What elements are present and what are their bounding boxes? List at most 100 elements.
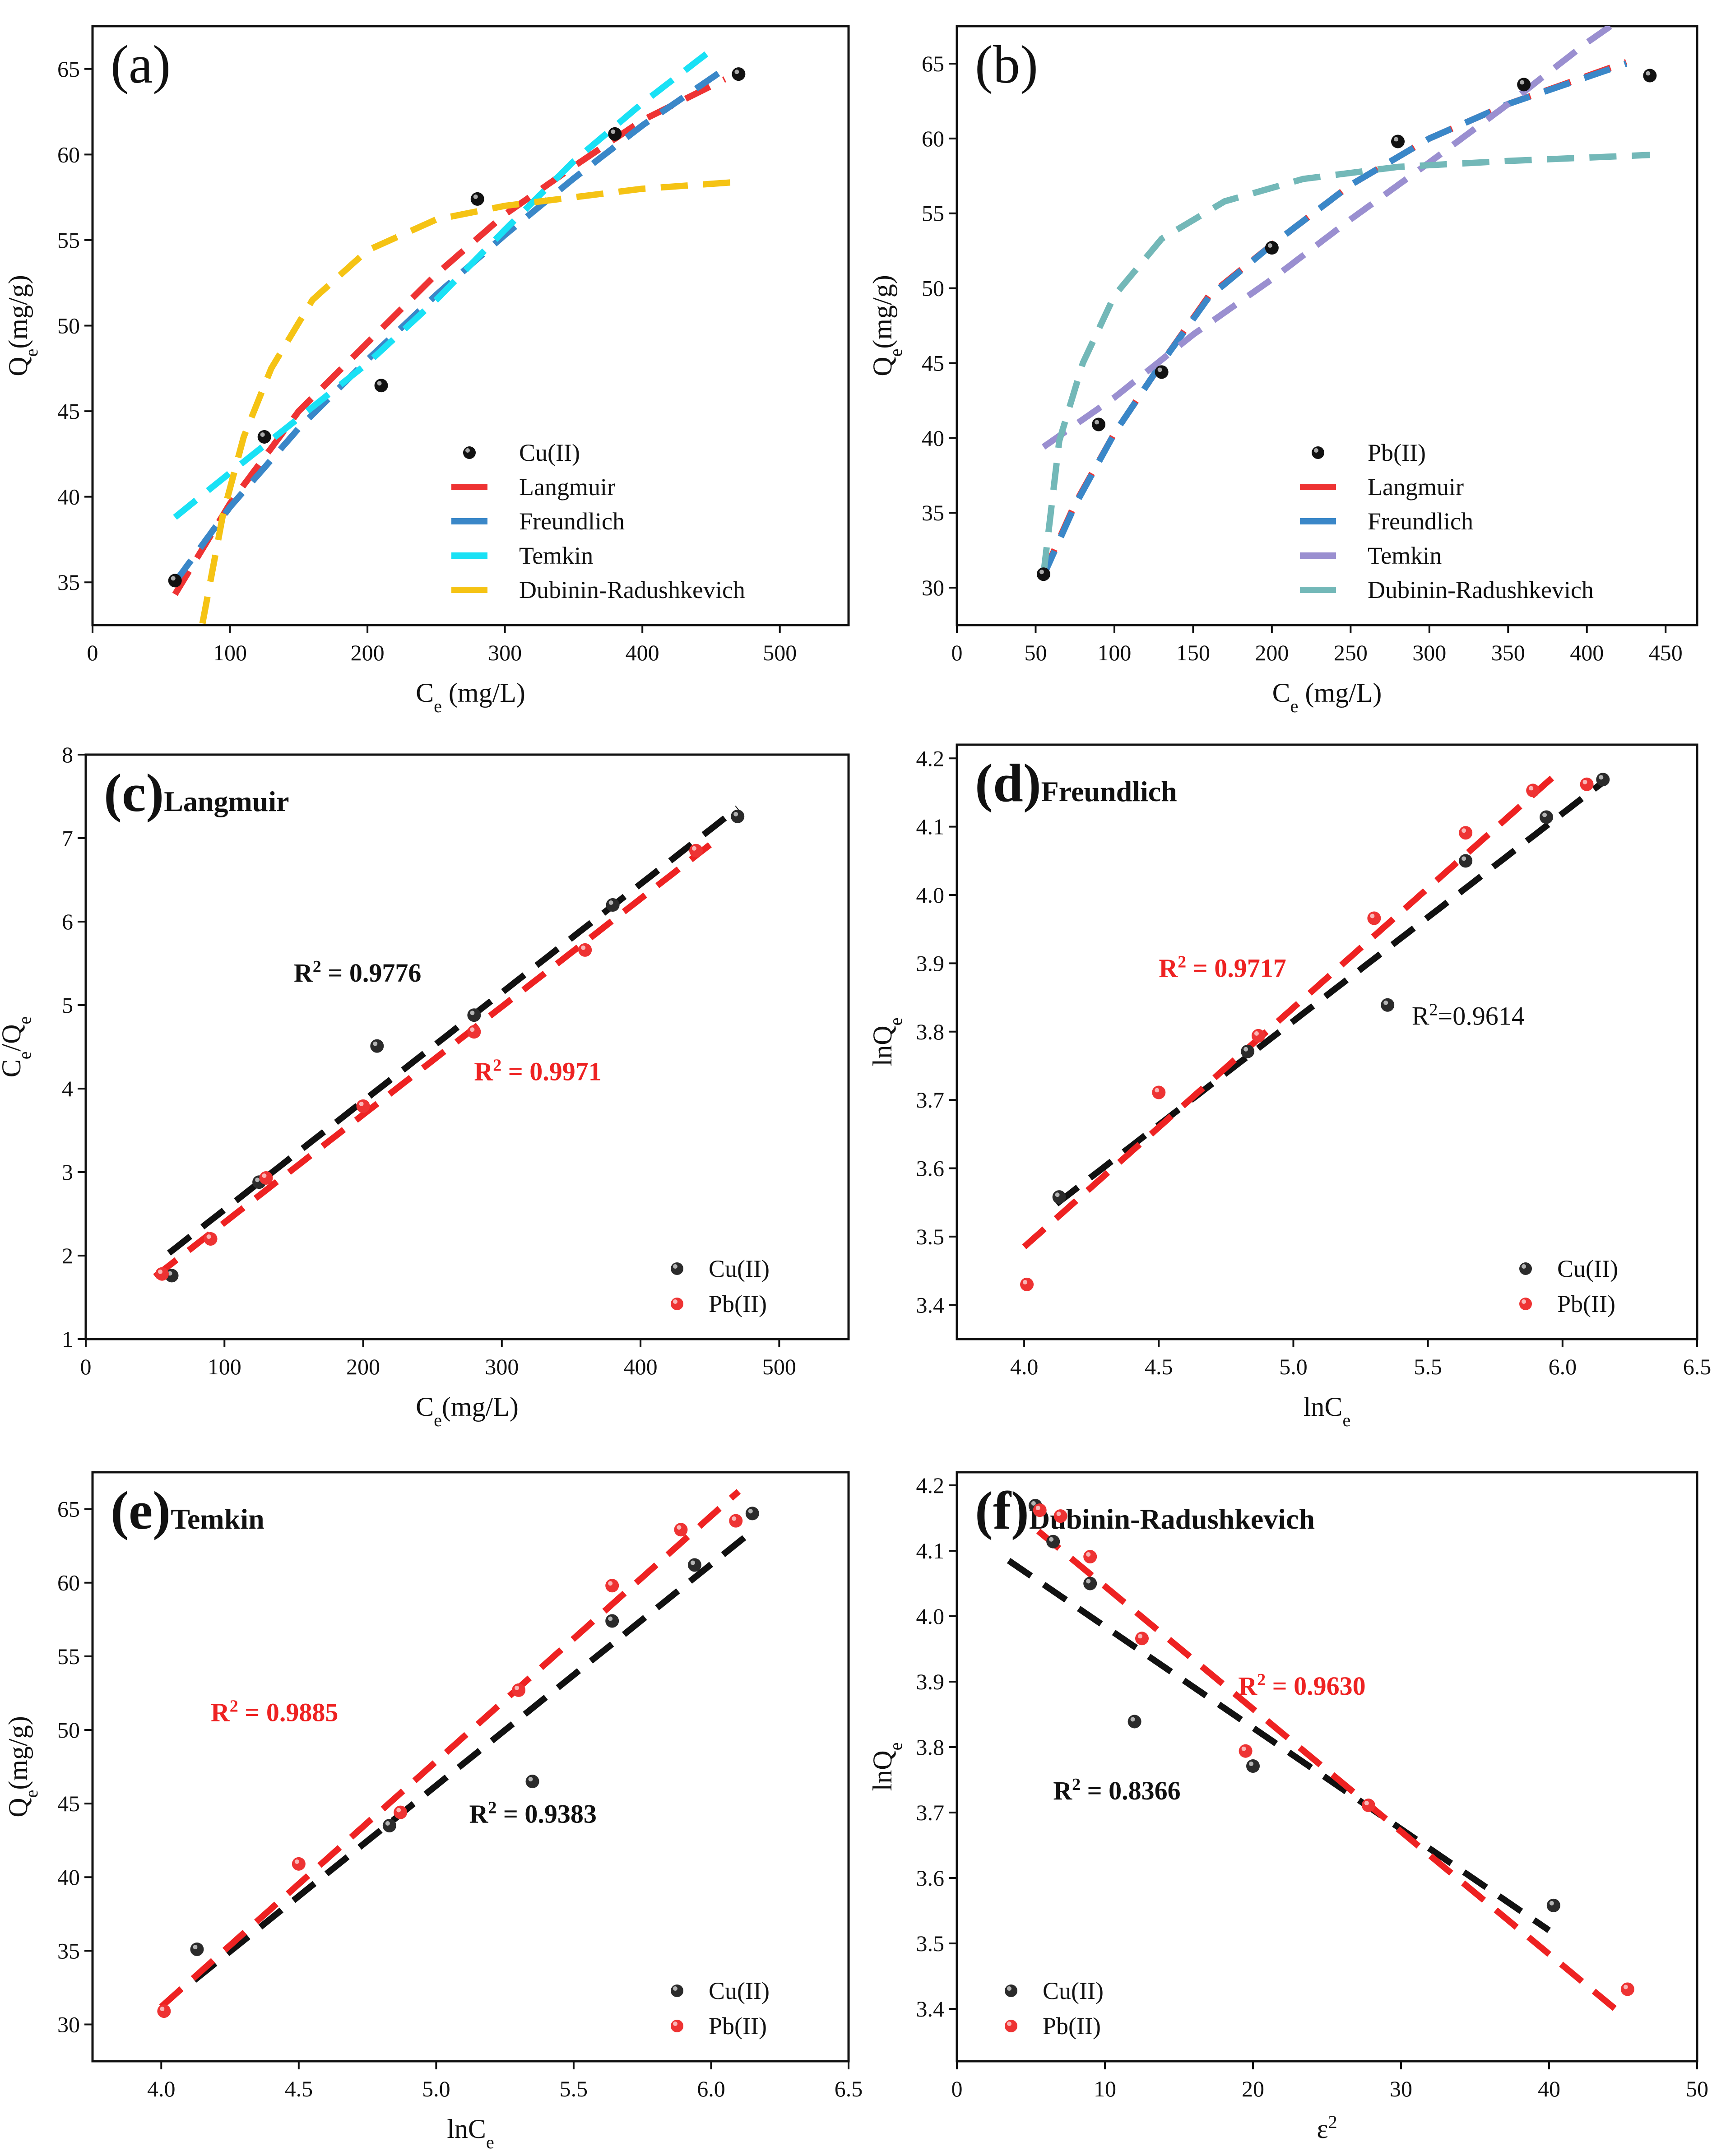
legend-marker [671, 1298, 683, 1310]
x-tick-label: 50 [1686, 2076, 1708, 2101]
x-tick-label: 400 [1570, 640, 1604, 665]
y-tick-label: 4.1 [916, 1538, 945, 1563]
r-squared-label: R2 = 0.9885 [211, 1697, 338, 1727]
data-point [168, 574, 182, 588]
x-axis-title: lnCe [447, 2114, 494, 2152]
y-tick-label: 8 [62, 742, 73, 767]
data-point-pbii [394, 1805, 408, 1819]
r-squared-label: R2 = 0.8366 [1053, 1775, 1180, 1805]
data-point-pbii [1361, 1799, 1375, 1813]
data-point [257, 430, 271, 444]
y-tick-label: 3.6 [916, 1156, 945, 1181]
plot-area [1036, 26, 1657, 581]
data-point-cuii [370, 1039, 384, 1053]
data-point-pbii [1033, 1503, 1047, 1517]
y-axis-title: Ce/Qe [0, 1016, 35, 1078]
data-point-cuii [1052, 1190, 1066, 1204]
data-point-pbii [1459, 826, 1473, 840]
data-point-pbii [578, 943, 592, 957]
panel-f: 0 10 20 30 40 50 3.4 3.5 3.6 3.7 3.8 3.9 4.0 4.1 4.2 ε2… [868, 1471, 1708, 2144]
legend: Cu(II) Pb(II) [1519, 1255, 1618, 1317]
plot-frame [956, 25, 1698, 626]
y-tick-label: 30 [57, 2012, 80, 2037]
legend-label: Cu(II) [1043, 1977, 1104, 2004]
fit-line-dubinin-radushkevich [199, 179, 739, 624]
legend-label: Cu(II) [519, 439, 580, 466]
x-tick-label: 200 [351, 640, 385, 665]
data-point-pbii [1620, 1982, 1634, 1996]
x-tick-label: 0 [80, 1354, 92, 1379]
plot-area [153, 805, 745, 1283]
y-tick-label: 55 [57, 227, 80, 253]
x-tick-label: 4.0 [1010, 1354, 1039, 1379]
r-squared-label: R2 = 0.9383 [469, 1798, 596, 1828]
data-point-cuii [1241, 1044, 1255, 1058]
data-point-pbii [1580, 777, 1594, 791]
data-point-pbii [204, 1232, 218, 1246]
x-tick-label: 4.0 [147, 2076, 176, 2101]
y-tick-label: 50 [57, 1717, 80, 1743]
y-tick-label: 3.4 [916, 1292, 945, 1317]
fit-line-freundlich [172, 66, 727, 584]
legend-item: Freundlich [451, 508, 625, 535]
x-tick-label: 400 [624, 1354, 658, 1379]
y-tick-label: 3.6 [916, 1865, 945, 1891]
y-tick-label: 50 [57, 313, 80, 338]
data-point-pbii [259, 1171, 273, 1185]
x-tick-label: 6.5 [1683, 1354, 1712, 1379]
y-tick-label: 3.7 [916, 1800, 945, 1825]
fit-line-langmuir [172, 76, 727, 596]
y-tick-label: 60 [57, 142, 80, 167]
x-tick-label: 4.5 [285, 2076, 313, 2101]
x-tick-label: 300 [488, 640, 522, 665]
y-tick-label: 55 [57, 1644, 80, 1669]
x-tick-label: 30 [1390, 2076, 1412, 2101]
legend-label: Pb(II) [709, 2012, 767, 2040]
legend-item: Cu(II) [671, 1977, 770, 2004]
data-point-pbii [1239, 1744, 1253, 1758]
x-tick-label: 5.0 [422, 2076, 450, 2101]
fit-line-pb-ii-fit [159, 1489, 741, 2009]
x-tick-label: 6.0 [697, 2076, 725, 2101]
legend-label: Temkin [1368, 542, 1442, 569]
y-tick-label: 65 [57, 56, 80, 82]
fit-line-cu-ii-fit [192, 1529, 755, 1983]
x-tick-label: 0 [951, 640, 963, 665]
x-tick-label: 5.0 [1279, 1354, 1308, 1379]
data-point [1092, 417, 1106, 431]
data-point-pbii [1053, 1509, 1067, 1523]
x-tick-label: 0 [87, 640, 98, 665]
plot-frame [84, 753, 850, 1340]
r-squared-label: R2 = 0.9776 [294, 957, 421, 988]
y-tick-label: 4.0 [916, 882, 945, 908]
data-point-pbii [292, 1857, 306, 1871]
data-point-cuii [1246, 1759, 1260, 1773]
data-point [1036, 567, 1050, 581]
legend-item: Dubinin-Radushkevich [451, 576, 745, 603]
legend-marker [671, 1984, 683, 1997]
y-tick-label: 35 [922, 500, 944, 525]
legend-label: Freundlich [519, 508, 625, 535]
panel-d: 4.0 4.5 5.0 5.5 6.0 6.5 3.4 3.5 3.6 3.7 3.8 3.9 4.0 4… [868, 743, 1712, 1430]
x-tick-label: 5.5 [1414, 1354, 1442, 1379]
y-axis-title: Qe(mg/g) [3, 275, 42, 376]
legend-item: Dubinin-Radushkevich [1300, 576, 1594, 603]
y-tick-label: 60 [57, 1570, 80, 1595]
panel-b: 0 50 100 150 200 250 300 350 400 450 30 35 40 45 50 55 6… [868, 25, 1698, 716]
r-squared-label: R2=0.9614 [1412, 1001, 1525, 1031]
legend: Cu(II) Langmuir Freundlich Temkin Dubinin-Ra… [451, 439, 745, 603]
y-tick-label: 4.2 [916, 1473, 945, 1498]
data-point-cuii [1459, 854, 1473, 868]
panel-label: (e)Temkin [111, 1480, 264, 1540]
data-point-cuii [1046, 1535, 1060, 1549]
legend-item: Langmuir [1300, 473, 1464, 501]
x-tick-label: 250 [1334, 640, 1368, 665]
legend-marker [463, 446, 476, 459]
data-point-pbii [1251, 1029, 1265, 1043]
y-tick-label: 3.9 [916, 950, 945, 976]
y-tick-label: 45 [922, 350, 944, 376]
fit-line-freundlich [1040, 60, 1628, 577]
legend-marker [671, 2020, 683, 2032]
data-point [732, 67, 746, 81]
